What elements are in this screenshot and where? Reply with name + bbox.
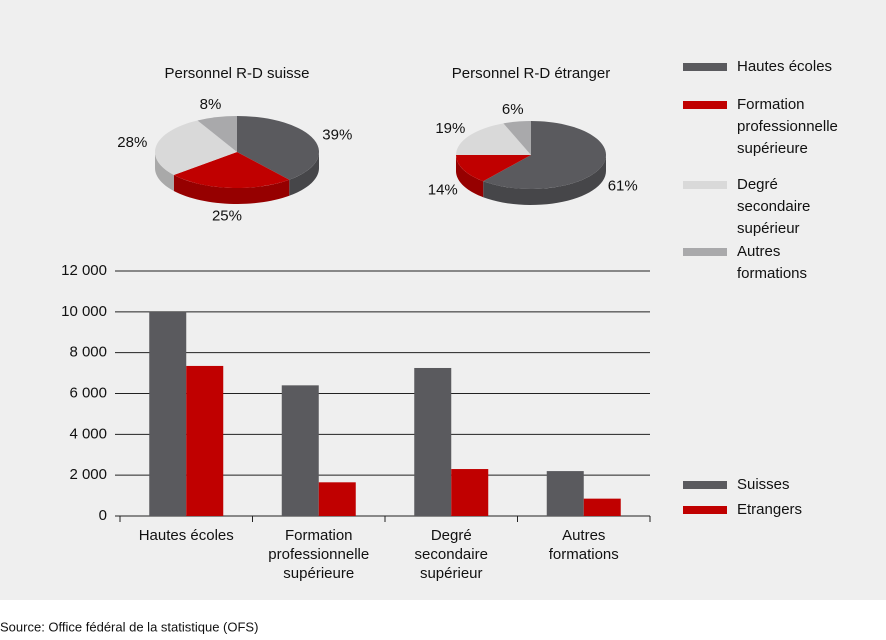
x-tick-label: Formation professionnelle supérieure bbox=[268, 527, 369, 582]
pie-label: 61% bbox=[608, 178, 638, 195]
pie-label: 8% bbox=[200, 96, 222, 113]
y-tick-label: 4 000 bbox=[69, 425, 107, 442]
pie-slice bbox=[456, 155, 531, 182]
y-tick-label: 10 000 bbox=[61, 303, 107, 320]
legend-label: Suisses bbox=[737, 476, 790, 493]
bar bbox=[414, 367, 452, 516]
pie-slice bbox=[503, 121, 531, 155]
legend-label: Degré secondaire supérieur bbox=[737, 176, 810, 237]
pie-slice bbox=[483, 121, 607, 189]
pie-side bbox=[173, 174, 290, 204]
x-tick-label: Autres formations bbox=[549, 527, 619, 563]
bar bbox=[451, 469, 489, 516]
pie-side bbox=[289, 152, 319, 196]
legend-swatch bbox=[683, 63, 727, 71]
x-tick-label: Degré secondaire supérieur bbox=[415, 527, 488, 582]
x-tick-label: Hautes écoles bbox=[139, 527, 234, 544]
legend-label: Etrangers bbox=[737, 501, 802, 518]
pie-side bbox=[456, 155, 484, 198]
y-tick-label: 8 000 bbox=[69, 344, 107, 361]
legend-label: Hautes écoles bbox=[737, 58, 832, 75]
pie-title: Personnel R-D suisse bbox=[164, 65, 309, 82]
pie-label: 28% bbox=[117, 134, 147, 151]
bar bbox=[583, 498, 621, 516]
pie-label: 25% bbox=[212, 207, 242, 224]
bar bbox=[546, 471, 584, 516]
bar bbox=[149, 311, 187, 516]
source: Source: Office fédéral de la statistique… bbox=[0, 619, 258, 634]
pie-slice bbox=[155, 120, 237, 175]
pie-label: 6% bbox=[502, 101, 524, 118]
pie-label: 14% bbox=[428, 182, 458, 199]
pie-slice bbox=[456, 123, 531, 155]
pie-side bbox=[483, 155, 606, 205]
pie-label: 19% bbox=[435, 120, 465, 137]
legend-swatch bbox=[683, 101, 727, 109]
legend-swatch bbox=[683, 481, 727, 489]
pie-label: 39% bbox=[322, 127, 352, 144]
bar bbox=[281, 385, 319, 516]
bar bbox=[318, 482, 356, 516]
legend-swatch bbox=[683, 506, 727, 514]
pie-slice bbox=[237, 116, 319, 180]
legend-label: Formation professionnelle supérieure bbox=[737, 96, 838, 157]
legend-swatch bbox=[683, 181, 727, 189]
legend-swatch bbox=[683, 248, 727, 256]
y-tick-label: 12 000 bbox=[61, 262, 107, 279]
y-tick-label: 2 000 bbox=[69, 466, 107, 483]
pie-title: Personnel R-D étranger bbox=[452, 65, 610, 82]
pie-slice bbox=[173, 152, 290, 188]
bar bbox=[186, 365, 224, 516]
y-tick-label: 6 000 bbox=[69, 384, 107, 401]
legend-label: Autres formations bbox=[737, 243, 807, 282]
y-tick-label: 0 bbox=[99, 507, 107, 524]
pie-side bbox=[155, 152, 174, 191]
pie-slice bbox=[197, 116, 237, 152]
